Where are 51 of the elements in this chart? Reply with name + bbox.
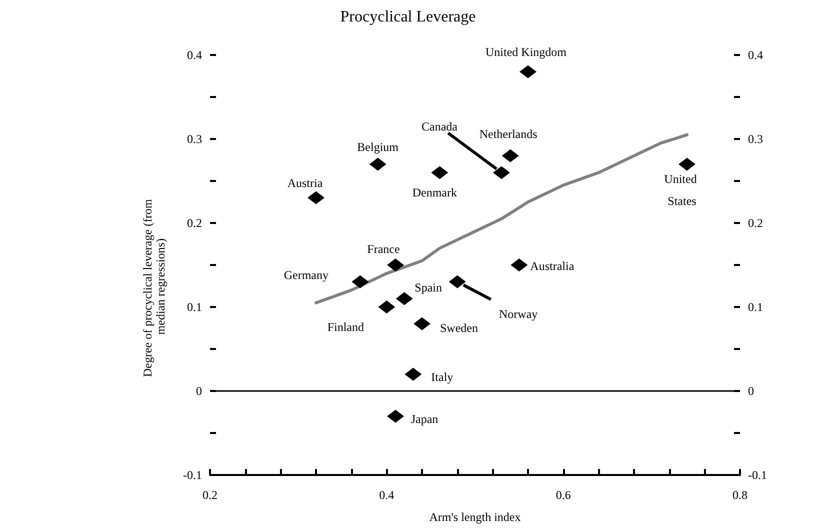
annotation: Sweden <box>440 320 478 335</box>
y2-tick-label: 0.2 <box>748 216 763 230</box>
annotation: Germany <box>284 268 328 282</box>
annotation: Spain <box>414 280 442 295</box>
y-tick-label: 0.2 <box>187 216 202 230</box>
point <box>414 317 430 330</box>
y2-tick-label: 0.1 <box>748 300 763 314</box>
x-axis-title: Arm's length index <box>429 510 521 524</box>
y-tick-label: 0.4 <box>187 48 202 62</box>
point <box>378 300 396 314</box>
point <box>396 292 413 306</box>
y-tick-label: -0.1 <box>183 468 202 482</box>
annotation: Denmark <box>412 186 457 200</box>
point <box>510 258 528 272</box>
annotation: Belgium <box>357 140 400 154</box>
point <box>369 158 386 171</box>
x-tick-label: 0.2 <box>202 488 218 502</box>
y-tick-label: 0 <box>196 384 202 398</box>
point <box>678 158 696 171</box>
y2-tick-label: -0.1 <box>748 468 767 482</box>
x-tick-label: 0.4 <box>379 488 394 502</box>
annotation: Australia <box>530 259 575 273</box>
point <box>404 368 422 381</box>
annotation: Netherlands <box>479 126 538 141</box>
y-axis-title: Degree of procyclical leverage (from median regressions) <box>140 196 168 378</box>
point <box>502 149 519 162</box>
chart-title: Procyclical Leverage <box>340 8 476 26</box>
annotation: United Kingdom <box>486 44 568 59</box>
point <box>352 275 369 288</box>
point <box>520 65 536 78</box>
annotation: Austria <box>287 176 324 190</box>
annotation: Norway <box>499 306 538 321</box>
annotation: France <box>367 242 400 256</box>
annotation: Japan <box>410 412 438 426</box>
annotation: Finland <box>327 320 364 334</box>
point <box>493 166 510 180</box>
annotation: United States <box>664 172 700 208</box>
y2-tick-label: 0.4 <box>748 48 763 62</box>
y-tick-label: 0.1 <box>187 300 202 314</box>
annotation: Canada <box>422 120 458 134</box>
x-tick-label: 0.8 <box>732 488 748 502</box>
y2-tick-label: 0 <box>748 384 754 398</box>
point <box>431 166 448 180</box>
point <box>387 258 404 272</box>
y2-tick-label: 0.3 <box>748 132 763 146</box>
y-tick-label: 0.3 <box>187 132 202 146</box>
point <box>448 275 466 288</box>
point <box>387 410 404 423</box>
x-tick-label: 0.6 <box>556 488 571 502</box>
annotation: Italy <box>431 370 454 384</box>
point <box>308 191 324 204</box>
